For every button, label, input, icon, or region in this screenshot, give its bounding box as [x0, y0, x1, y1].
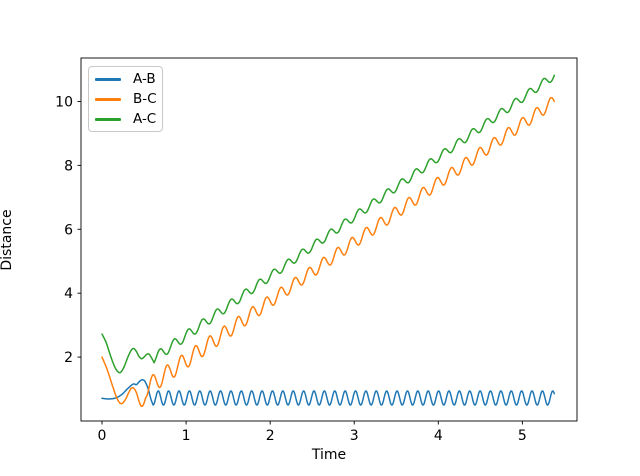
legend-label: A-B: [133, 71, 156, 87]
y-tick-label: 6: [64, 222, 73, 238]
x-tick-label: 3: [350, 428, 359, 444]
y-tick-label: 4: [64, 286, 73, 302]
legend-line-sample-a-b: [95, 77, 121, 81]
series-line-b-c: [101, 96, 556, 408]
x-tick-label: 0: [98, 428, 107, 444]
legend-label: B-C: [133, 91, 157, 107]
series-line-a-b: [101, 379, 556, 406]
x-axis-label: Time: [311, 447, 347, 463]
legend-item-a-c: A-C: [95, 109, 158, 129]
legend-line-sample-a-c: [95, 117, 121, 121]
y-tick-label: 2: [64, 350, 73, 366]
axes-frame: [80, 57, 578, 422]
x-tick-label: 1: [182, 428, 191, 444]
legend: A-B B-C A-C: [88, 66, 163, 132]
legend-line-sample-b-c: [95, 97, 121, 101]
x-tick-label: 5: [518, 428, 527, 444]
series-line-a-c: [101, 74, 556, 374]
y-tick-label: 10: [55, 94, 73, 110]
legend-label: A-C: [133, 111, 157, 127]
x-tick-label: 2: [266, 428, 275, 444]
legend-item-b-c: B-C: [95, 89, 158, 109]
x-tick-label: 4: [434, 428, 443, 444]
y-axis-label: Distance: [0, 209, 15, 271]
y-tick-label: 8: [64, 158, 73, 174]
legend-item-a-b: A-B: [95, 69, 158, 89]
